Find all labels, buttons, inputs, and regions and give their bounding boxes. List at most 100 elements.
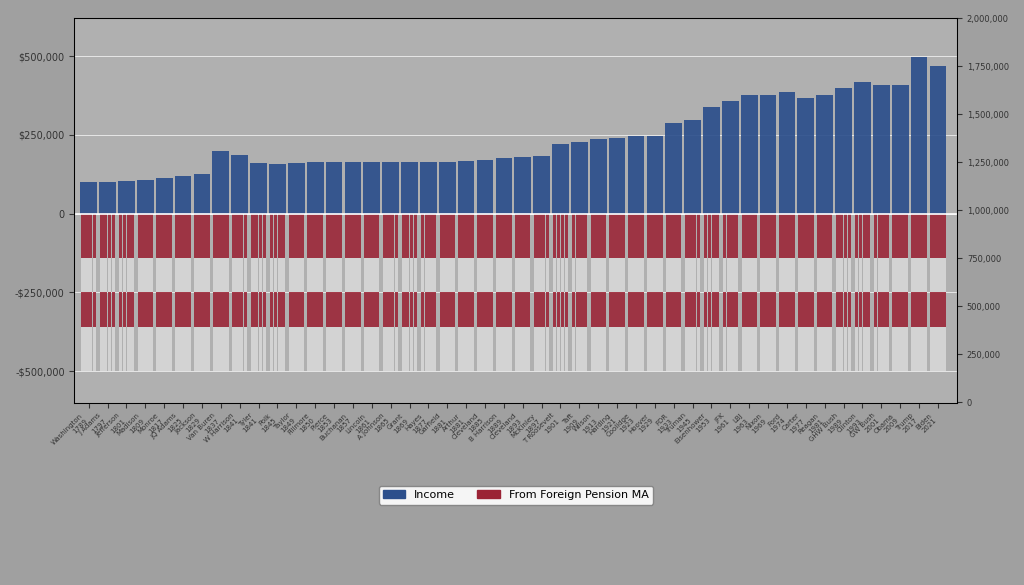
Bar (326, 163, 342, 214)
Bar (217, 258, 221, 292)
Bar (670, 327, 674, 371)
Bar (723, 214, 726, 258)
Bar (387, 292, 390, 327)
Bar (489, 214, 493, 258)
Bar (447, 214, 451, 258)
Bar (745, 327, 750, 371)
Bar (685, 214, 688, 258)
Bar (251, 258, 255, 292)
Bar (319, 327, 323, 371)
Bar (878, 258, 882, 292)
Bar (145, 327, 150, 371)
Bar (798, 258, 802, 292)
Bar (878, 214, 882, 258)
Bar (269, 327, 273, 371)
Bar (89, 258, 92, 292)
Bar (187, 214, 190, 258)
Bar (859, 214, 862, 258)
Bar (526, 292, 530, 327)
Bar (666, 327, 670, 371)
Bar (523, 292, 526, 327)
Bar (206, 258, 210, 292)
Bar (103, 258, 108, 292)
Bar (855, 327, 858, 371)
Bar (103, 214, 108, 258)
Bar (307, 292, 311, 327)
Bar (632, 214, 636, 258)
Bar (175, 327, 179, 371)
Bar (108, 292, 112, 327)
Bar (300, 258, 304, 292)
Bar (338, 327, 342, 371)
Bar (164, 327, 168, 371)
Bar (100, 327, 103, 371)
Bar (591, 214, 594, 258)
Bar (401, 214, 406, 258)
Bar (580, 214, 584, 258)
Bar (425, 258, 428, 292)
Bar (485, 327, 488, 371)
Bar (296, 258, 300, 292)
Bar (161, 327, 164, 371)
Bar (534, 214, 538, 258)
Bar (391, 214, 394, 258)
Bar (761, 327, 764, 371)
Bar (462, 214, 466, 258)
Bar (470, 214, 474, 258)
Bar (100, 214, 103, 258)
Bar (806, 327, 810, 371)
Bar (157, 258, 160, 292)
Bar (866, 214, 870, 258)
Bar (85, 258, 89, 292)
Bar (443, 292, 447, 327)
Bar (519, 327, 522, 371)
Bar (930, 258, 934, 292)
Bar (685, 292, 688, 327)
Bar (647, 214, 651, 258)
Bar (421, 327, 424, 371)
Bar (886, 214, 889, 258)
Bar (666, 258, 670, 292)
Bar (278, 292, 282, 327)
Bar (514, 157, 531, 214)
Bar (734, 258, 738, 292)
Bar (466, 214, 470, 258)
Bar (282, 214, 285, 258)
Bar (791, 327, 795, 371)
Bar (439, 163, 456, 214)
Bar (99, 182, 116, 214)
Bar (425, 327, 428, 371)
Bar (764, 214, 768, 258)
Bar (930, 214, 934, 258)
Bar (557, 214, 560, 258)
Bar (368, 214, 372, 258)
Bar (938, 292, 942, 327)
Bar (873, 258, 878, 292)
Bar (118, 181, 135, 214)
Bar (617, 258, 621, 292)
Bar (103, 327, 108, 371)
Bar (327, 258, 330, 292)
Bar (646, 136, 664, 214)
Bar (546, 327, 549, 371)
Bar (632, 292, 636, 327)
Bar (779, 214, 783, 258)
Bar (382, 163, 399, 214)
Bar (716, 258, 719, 292)
Bar (651, 258, 654, 292)
Bar (580, 258, 584, 292)
Bar (231, 156, 248, 214)
Bar (221, 258, 224, 292)
Bar (161, 258, 164, 292)
Bar (750, 292, 753, 327)
Bar (327, 292, 330, 327)
Bar (745, 258, 750, 292)
Bar (508, 292, 512, 327)
Bar (542, 292, 546, 327)
Bar (553, 292, 556, 327)
Bar (466, 258, 470, 292)
Bar (365, 327, 368, 371)
Bar (213, 214, 217, 258)
Bar (508, 258, 512, 292)
Bar (175, 214, 179, 258)
